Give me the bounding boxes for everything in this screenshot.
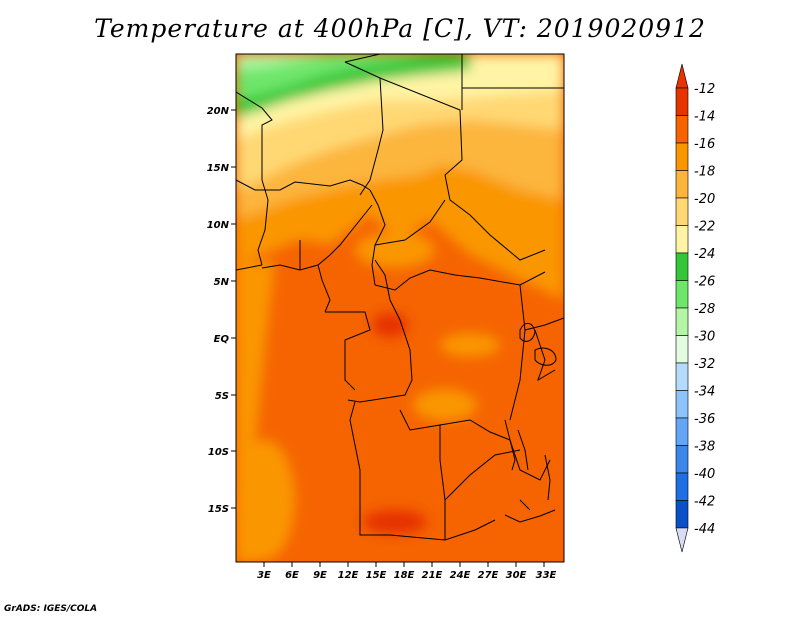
colorbar-label: -34 — [694, 385, 715, 400]
colorbar-label: -28 — [694, 302, 715, 317]
lon-label: 3E — [257, 570, 271, 581]
colorbar-swatch — [675, 417, 689, 446]
lon-label: 33E — [536, 570, 557, 581]
colorbar-swatch — [675, 500, 689, 529]
lakes — [504, 323, 557, 511]
colorbar-swatch — [675, 252, 689, 281]
colorbar-bottom-arrow — [675, 527, 689, 553]
lat-ticks — [231, 109, 236, 509]
colorbar-swatch — [675, 170, 689, 199]
colorbar-label: -42 — [694, 495, 715, 510]
colorbar-label: -16 — [694, 137, 715, 152]
colorbar-swatch — [675, 197, 689, 226]
lat-label: 5N — [214, 277, 230, 288]
colorbar-swatch — [675, 280, 689, 309]
lat-labels: 20N 15N 10N 5N EQ 5S 10S 15S — [207, 106, 230, 515]
lat-label: 15N — [207, 163, 230, 174]
colorbar: -12 -14 -16 -18 -20 -22 -24 -26 -28 -30 -32 -34 -36 -… — [675, 63, 715, 553]
colorbar-label: -38 — [694, 440, 715, 455]
lon-label: 18E — [394, 570, 415, 581]
lon-label: 21E — [422, 570, 443, 581]
colorbar-top-arrow — [675, 63, 689, 89]
lon-label: 12E — [338, 570, 359, 581]
colorbar-swatch — [675, 472, 689, 501]
lat-label: EQ — [214, 334, 230, 345]
lat-label: 15S — [208, 504, 229, 515]
colorbar-label: -40 — [694, 467, 715, 482]
lat-label: 20N — [207, 106, 230, 117]
temperature-field — [236, 54, 564, 562]
lon-label: 30E — [506, 570, 527, 581]
colorbar-label: -18 — [694, 165, 715, 180]
lon-labels: 3E 6E 9E 12E 15E 18E 21E 24E 27E 30E 33E — [257, 570, 556, 581]
colorbar-label: -36 — [694, 412, 715, 427]
colorbar-label: -12 — [694, 82, 715, 97]
colorbar-swatch — [675, 362, 689, 391]
lat-label: 5S — [215, 391, 229, 402]
colorbar-label: -24 — [694, 247, 715, 262]
colorbar-label: -30 — [694, 330, 715, 345]
lon-label: 27E — [478, 570, 499, 581]
colorbar-label: -22 — [694, 220, 715, 235]
colorbar-label: -44 — [694, 522, 715, 537]
colorbar-swatch — [675, 307, 689, 336]
colorbar-swatch — [675, 87, 689, 116]
chart-title: Temperature at 400hPa [C], VT: 201902091… — [94, 14, 706, 43]
colorbar-label: -26 — [694, 275, 715, 290]
colorbar-swatch — [675, 142, 689, 171]
lon-label: 9E — [313, 570, 327, 581]
lon-label: 6E — [285, 570, 299, 581]
colorbar-swatch — [675, 115, 689, 144]
colorbar-label: -14 — [694, 110, 715, 125]
lon-label: 24E — [450, 570, 471, 581]
lat-label: 10N — [207, 220, 230, 231]
colorbar-swatch — [675, 225, 689, 254]
colorbar-swatch — [675, 445, 689, 474]
lat-label: 10S — [208, 447, 229, 458]
colorbar-label: -32 — [694, 357, 715, 372]
map-frame — [235, 53, 565, 563]
lon-ticks — [263, 562, 545, 567]
colorbar-label: -20 — [694, 192, 715, 207]
colorbar-swatch — [675, 335, 689, 364]
country-borders — [236, 54, 564, 541]
grads-credit: GrADS: IGES/COLA — [4, 604, 98, 614]
lon-label: 15E — [366, 570, 387, 581]
colorbar-swatch — [675, 390, 689, 419]
